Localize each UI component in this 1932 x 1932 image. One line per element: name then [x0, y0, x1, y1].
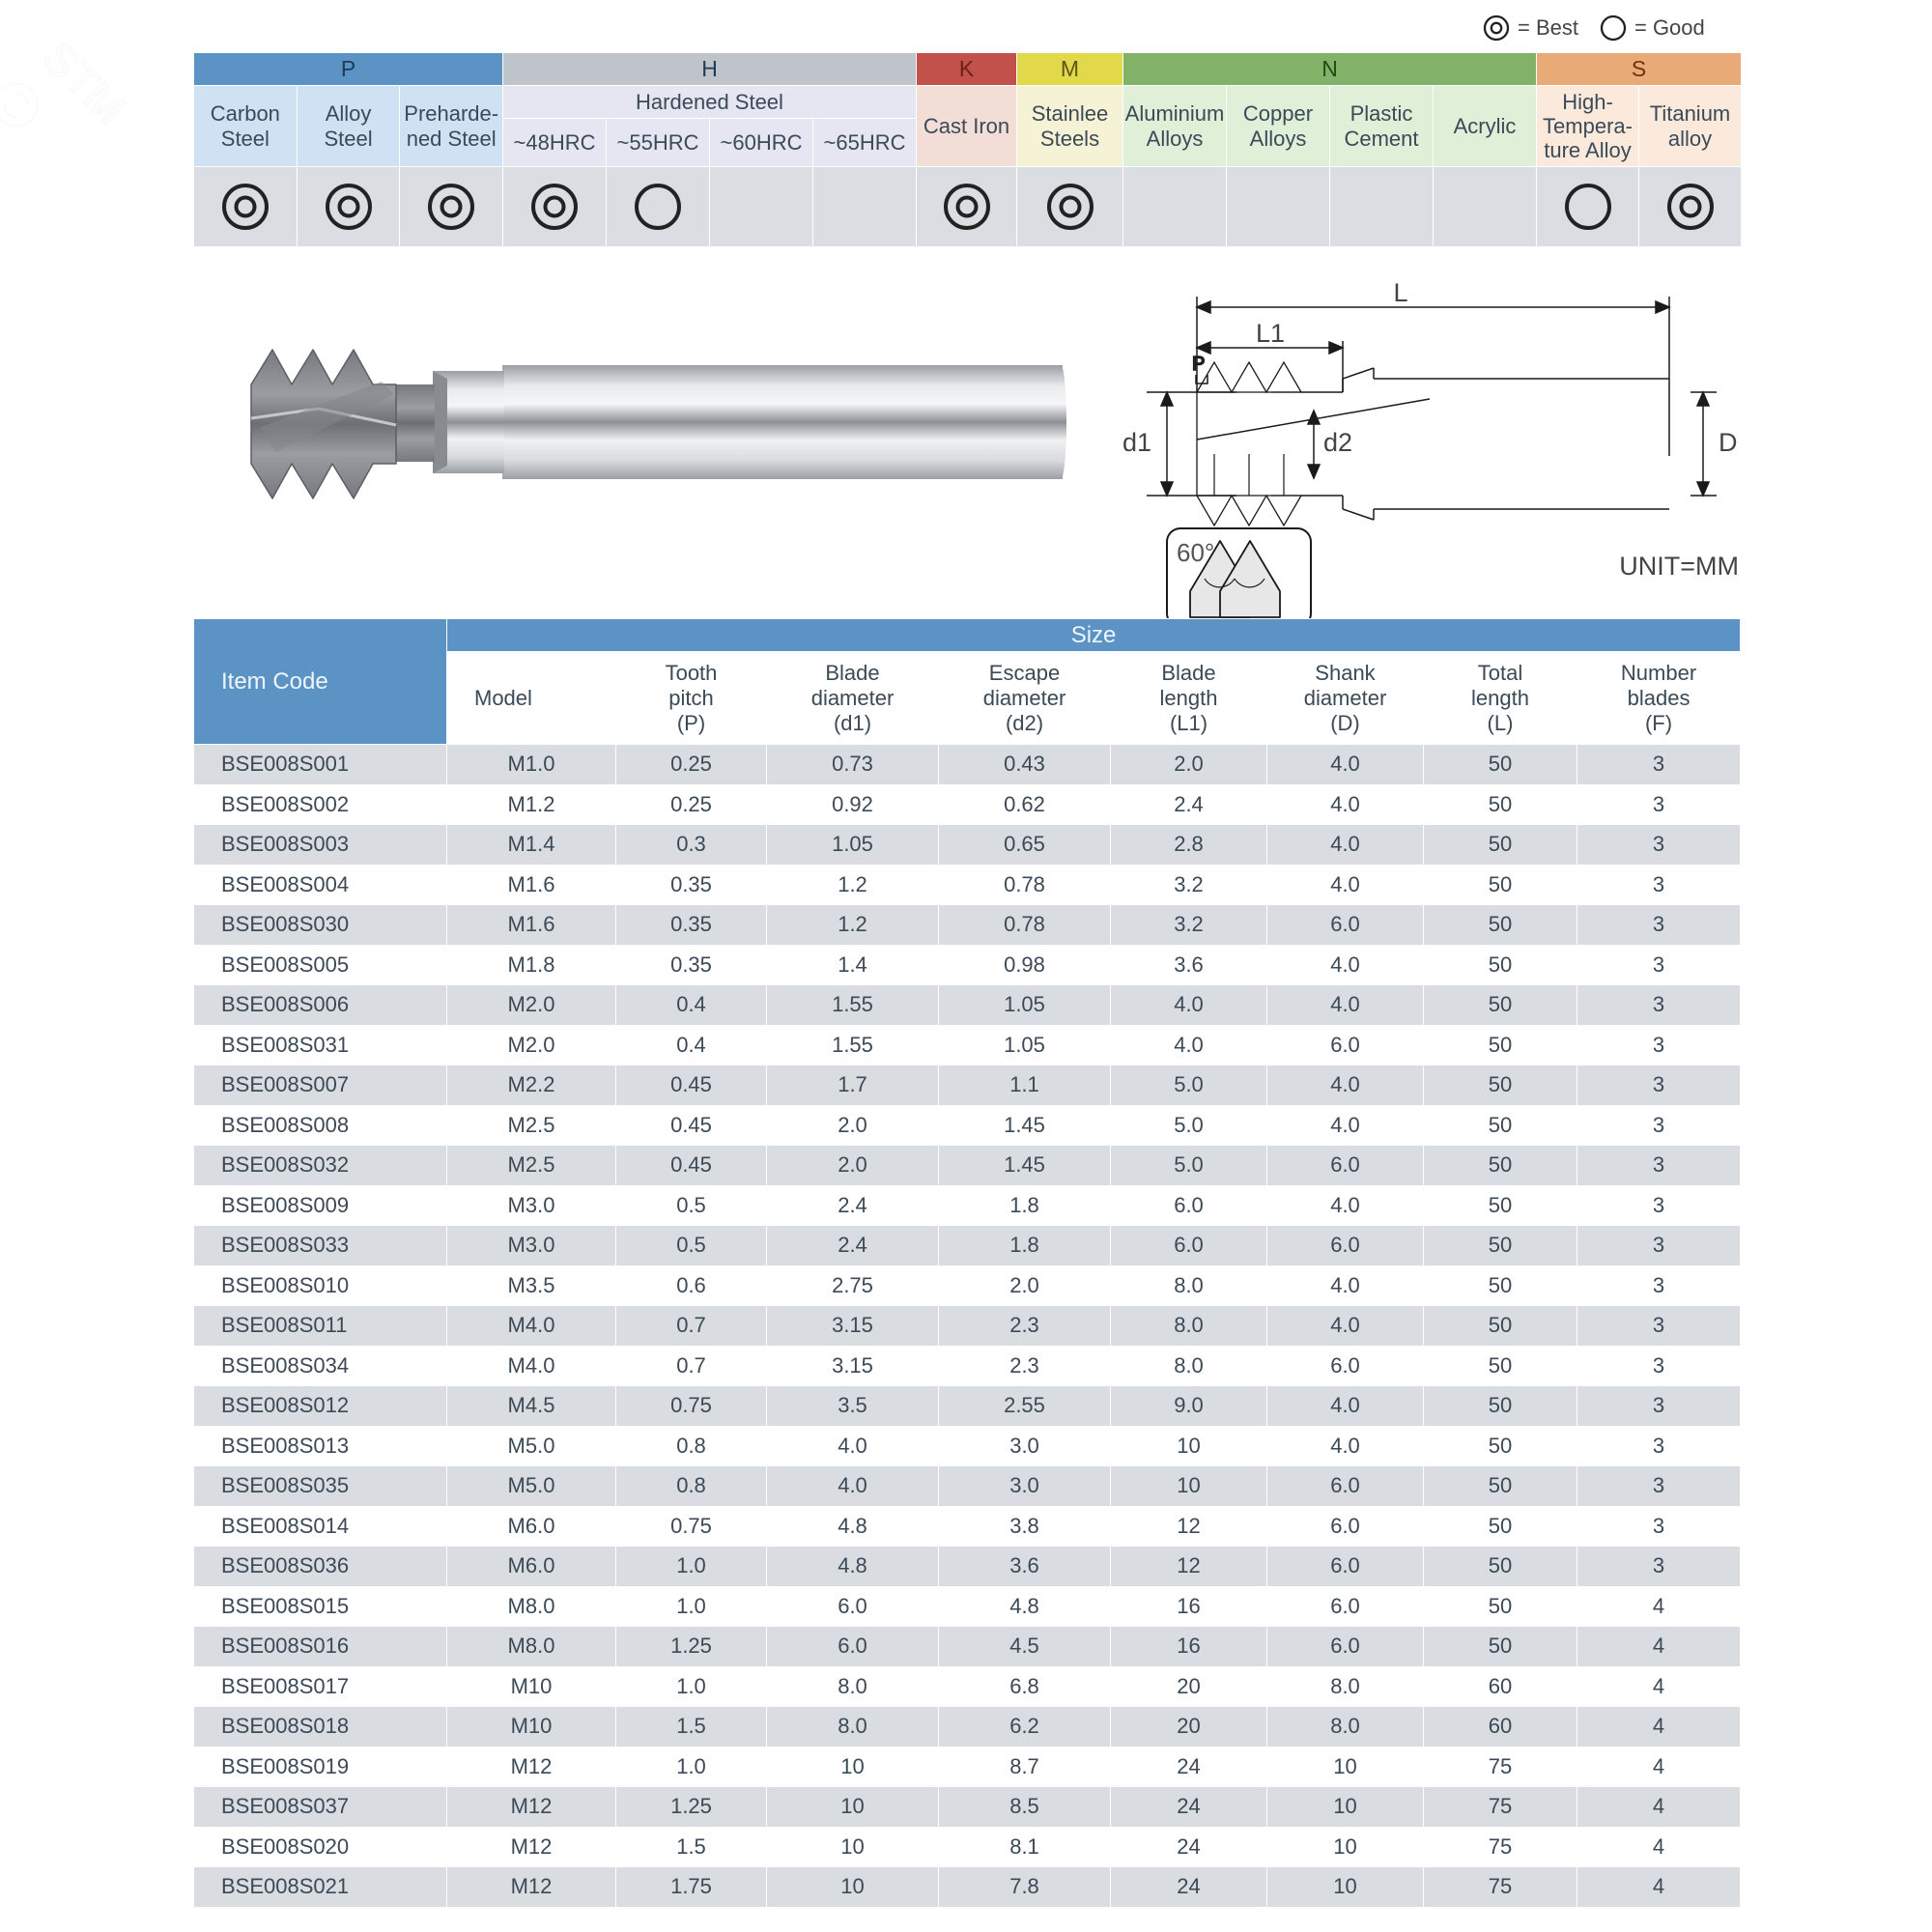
svg-text:P: P — [1192, 354, 1205, 375]
svg-text:STM: STM — [34, 32, 135, 133]
svg-text:L1: L1 — [1256, 319, 1285, 348]
svg-text:D: D — [1719, 428, 1738, 457]
svg-text:L: L — [1393, 278, 1407, 307]
svg-text:d2: d2 — [1323, 428, 1352, 457]
svg-text:d1: d1 — [1122, 428, 1151, 457]
svg-text:UNIT=MM: UNIT=MM — [1619, 552, 1739, 581]
